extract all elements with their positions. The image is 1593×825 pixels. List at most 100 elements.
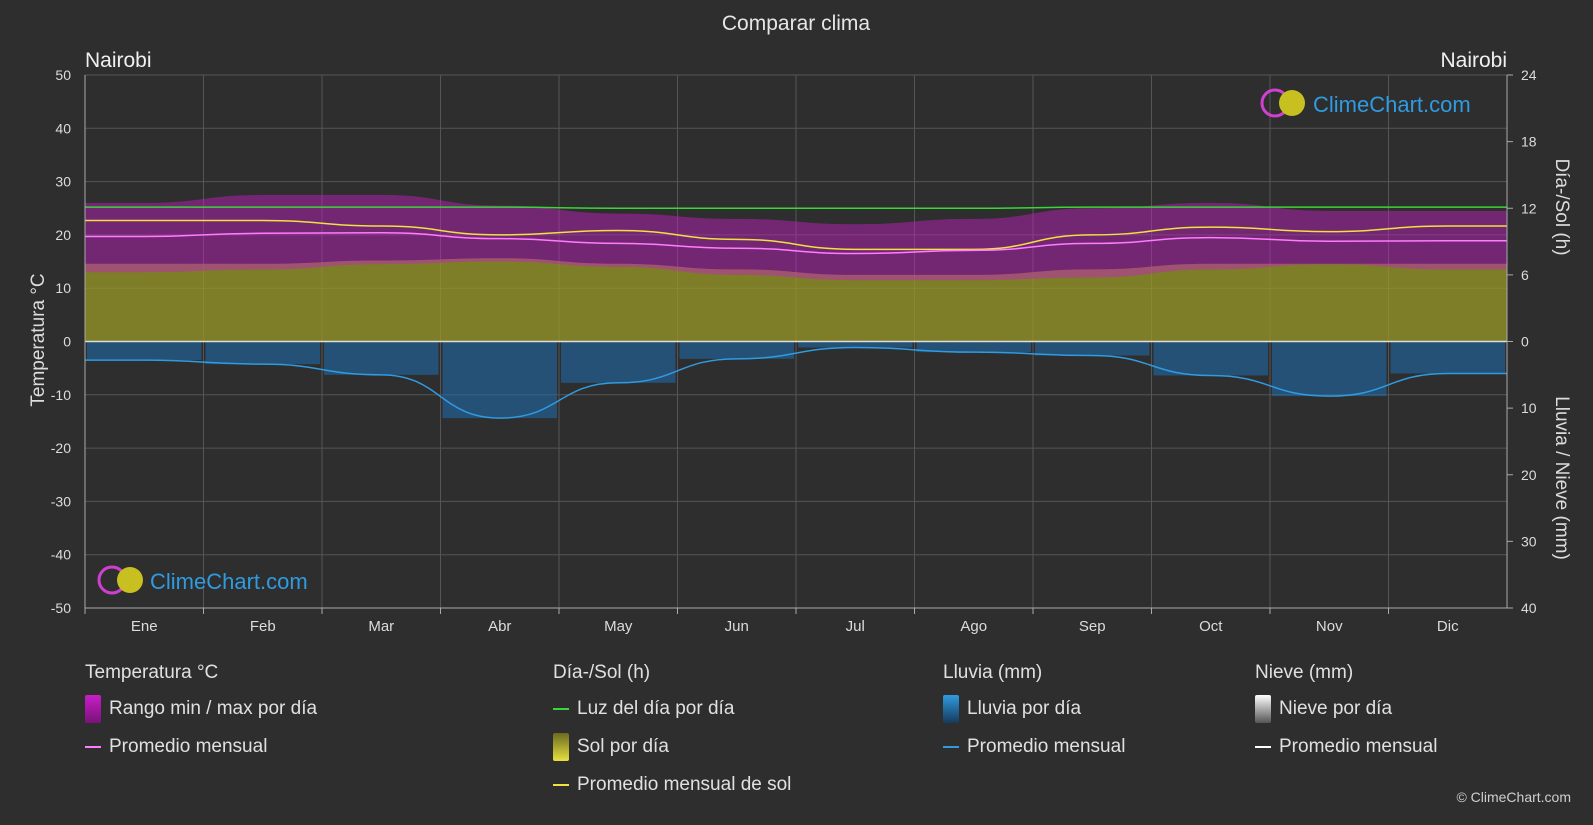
x-tick-label: Feb [250,618,276,635]
climate-chart: Comparar clima Nairobi Nairobi 50 40 30 20 1… [28,12,1572,635]
y-left-tick-label: 0 [63,334,71,350]
daylight-line [84,206,1507,209]
x-tick-label: Jun [725,618,749,635]
legend-snow-avg: Promedio mensual [1255,728,1437,766]
snow-avg-swatch [1255,746,1271,748]
x-tick-label: Nov [1316,618,1343,635]
legend-sun-title: Día-/Sol (h) [553,662,651,683]
x-tick-label: Sep [1079,618,1106,635]
daylight-swatch [553,708,569,710]
legend-temp-range: Rango min / max por día [85,690,317,728]
y-axis-right-top-label: Día-/Sol (h) [1551,158,1572,255]
y-left-tick-label: -20 [51,440,71,456]
y-axis-right-bottom-label: Lluvia / Nieve (mm) [1551,396,1572,560]
x-tick-label: Oct [1199,618,1223,635]
legend-rain-avg-label: Promedio mensual [967,736,1126,757]
legend-daylight-label: Luz del día por día [577,698,735,719]
legend-temp-range-label: Rango min / max por día [109,698,318,719]
y-left-tick-label: -30 [51,493,71,509]
y-left-tick-label: 40 [55,120,71,136]
x-tick-label: May [604,618,633,635]
x-tick-label: Jul [846,618,865,635]
rain-bar [916,341,1031,353]
rain-bar [1035,341,1150,356]
temp-avg-swatch [85,746,101,748]
y-right-top-tick-label: 6 [1521,267,1529,283]
legend-snow-day-label: Nieve por día [1279,698,1393,719]
legend-rain-day: Lluvia por día [943,690,1125,728]
y-right-bottom-tick-label: 20 [1521,467,1537,483]
temp-range-band [85,194,1507,281]
y-left-tick-label: -10 [51,387,71,403]
rain-bar [1272,341,1387,397]
legend-rain: Lluvia (mm) Lluvia por día Promedio mens… [943,662,1125,766]
legend-daylight: Luz del día por día [553,690,791,728]
location-left: Nairobi [85,49,152,72]
rain-bar [87,341,202,361]
axes: 50 40 30 20 10 0 -10 -20 -30 -40 -50 24 18 12 6 0 10 20 30… [51,67,1537,635]
y-left-tick-label: 50 [55,67,71,83]
sunshine-swatch [553,733,569,761]
legend-sunshine-avg-label: Promedio mensual de sol [577,774,792,795]
brand-logo-top: ClimeChart.com [1260,88,1471,118]
rain-bar [205,341,320,365]
temp-avg-line [85,232,1507,255]
rain-bar [561,341,676,383]
rain-avg-swatch [943,746,959,748]
rain-bar [679,341,794,359]
y-left-tick-label: 10 [55,280,71,296]
temp-range-swatch [85,695,101,723]
y-left-tick-label: -50 [51,600,71,616]
legend-snow: Nieve (mm) Nieve por día Promedio mensua… [1255,662,1437,766]
snow-swatch [1255,695,1271,723]
legend-snow-day: Nieve por día [1255,690,1437,728]
y-right-top-tick-label: 0 [1521,334,1529,350]
legend-sunshine: Sol por día [553,728,791,766]
y-right-bottom-tick-label: 30 [1521,533,1537,549]
y-axis-left-label: Temperatura °C [28,273,49,406]
rain-swatch [943,695,959,723]
location-right: Nairobi [1440,49,1507,72]
legend-temp-avg: Promedio mensual [85,728,317,766]
legend-snow-title: Nieve (mm) [1255,662,1354,683]
x-tick-label: Ago [960,618,987,635]
rain-bar [1390,341,1505,374]
series-layer [84,194,1508,419]
x-tick-label: Abr [488,618,511,635]
y-left-tick-label: 20 [55,227,71,243]
rain-bar [1153,341,1268,376]
rain-bar [324,341,439,375]
legend-rain-title: Lluvia (mm) [943,662,1043,683]
copyright: © ClimeChart.com [1456,789,1571,805]
y-right-top-tick-label: 18 [1521,134,1537,150]
y-left-tick-label: 30 [55,174,71,190]
x-tick-label: Dic [1437,618,1459,635]
rain-bar [442,341,557,419]
legend-rain-day-label: Lluvia por día [967,698,1082,719]
rain-bar [798,341,913,348]
brand-text-bottom: ClimeChart.com [150,569,308,594]
sunshine-band [85,258,1507,342]
y-left-tick-label: -40 [51,547,71,563]
legend-sunshine-label: Sol por día [577,736,669,757]
legend-snow-avg-label: Promedio mensual [1279,736,1438,757]
x-tick-label: Mar [368,618,394,635]
sunshine-avg-swatch [553,784,569,786]
rain-avg-line [85,346,1508,419]
legend-sunshine-avg: Promedio mensual de sol [553,766,791,804]
legend: Temperatura °C Rango min / max por día P… [0,662,1593,812]
y-right-bottom-tick-label: 40 [1521,600,1537,616]
legend-sun: Día-/Sol (h) Luz del día por día Sol por… [553,662,791,804]
legend-rain-avg: Promedio mensual [943,728,1125,766]
legend-temperature-title: Temperatura °C [85,662,219,683]
sunshine-avg-line [85,219,1507,251]
legend-temperature: Temperatura °C Rango min / max por día P… [85,662,317,766]
brand-text-top: ClimeChart.com [1313,92,1471,117]
y-right-top-tick-label: 24 [1521,67,1537,83]
brand-logo-bottom: ClimeChart.com [97,565,308,595]
y-right-bottom-tick-label: 10 [1521,400,1537,416]
y-right-top-tick-label: 12 [1521,200,1537,216]
legend-temp-avg-label: Promedio mensual [109,736,268,757]
chart-title: Comparar clima [722,12,871,35]
x-tick-label: Ene [131,618,158,635]
